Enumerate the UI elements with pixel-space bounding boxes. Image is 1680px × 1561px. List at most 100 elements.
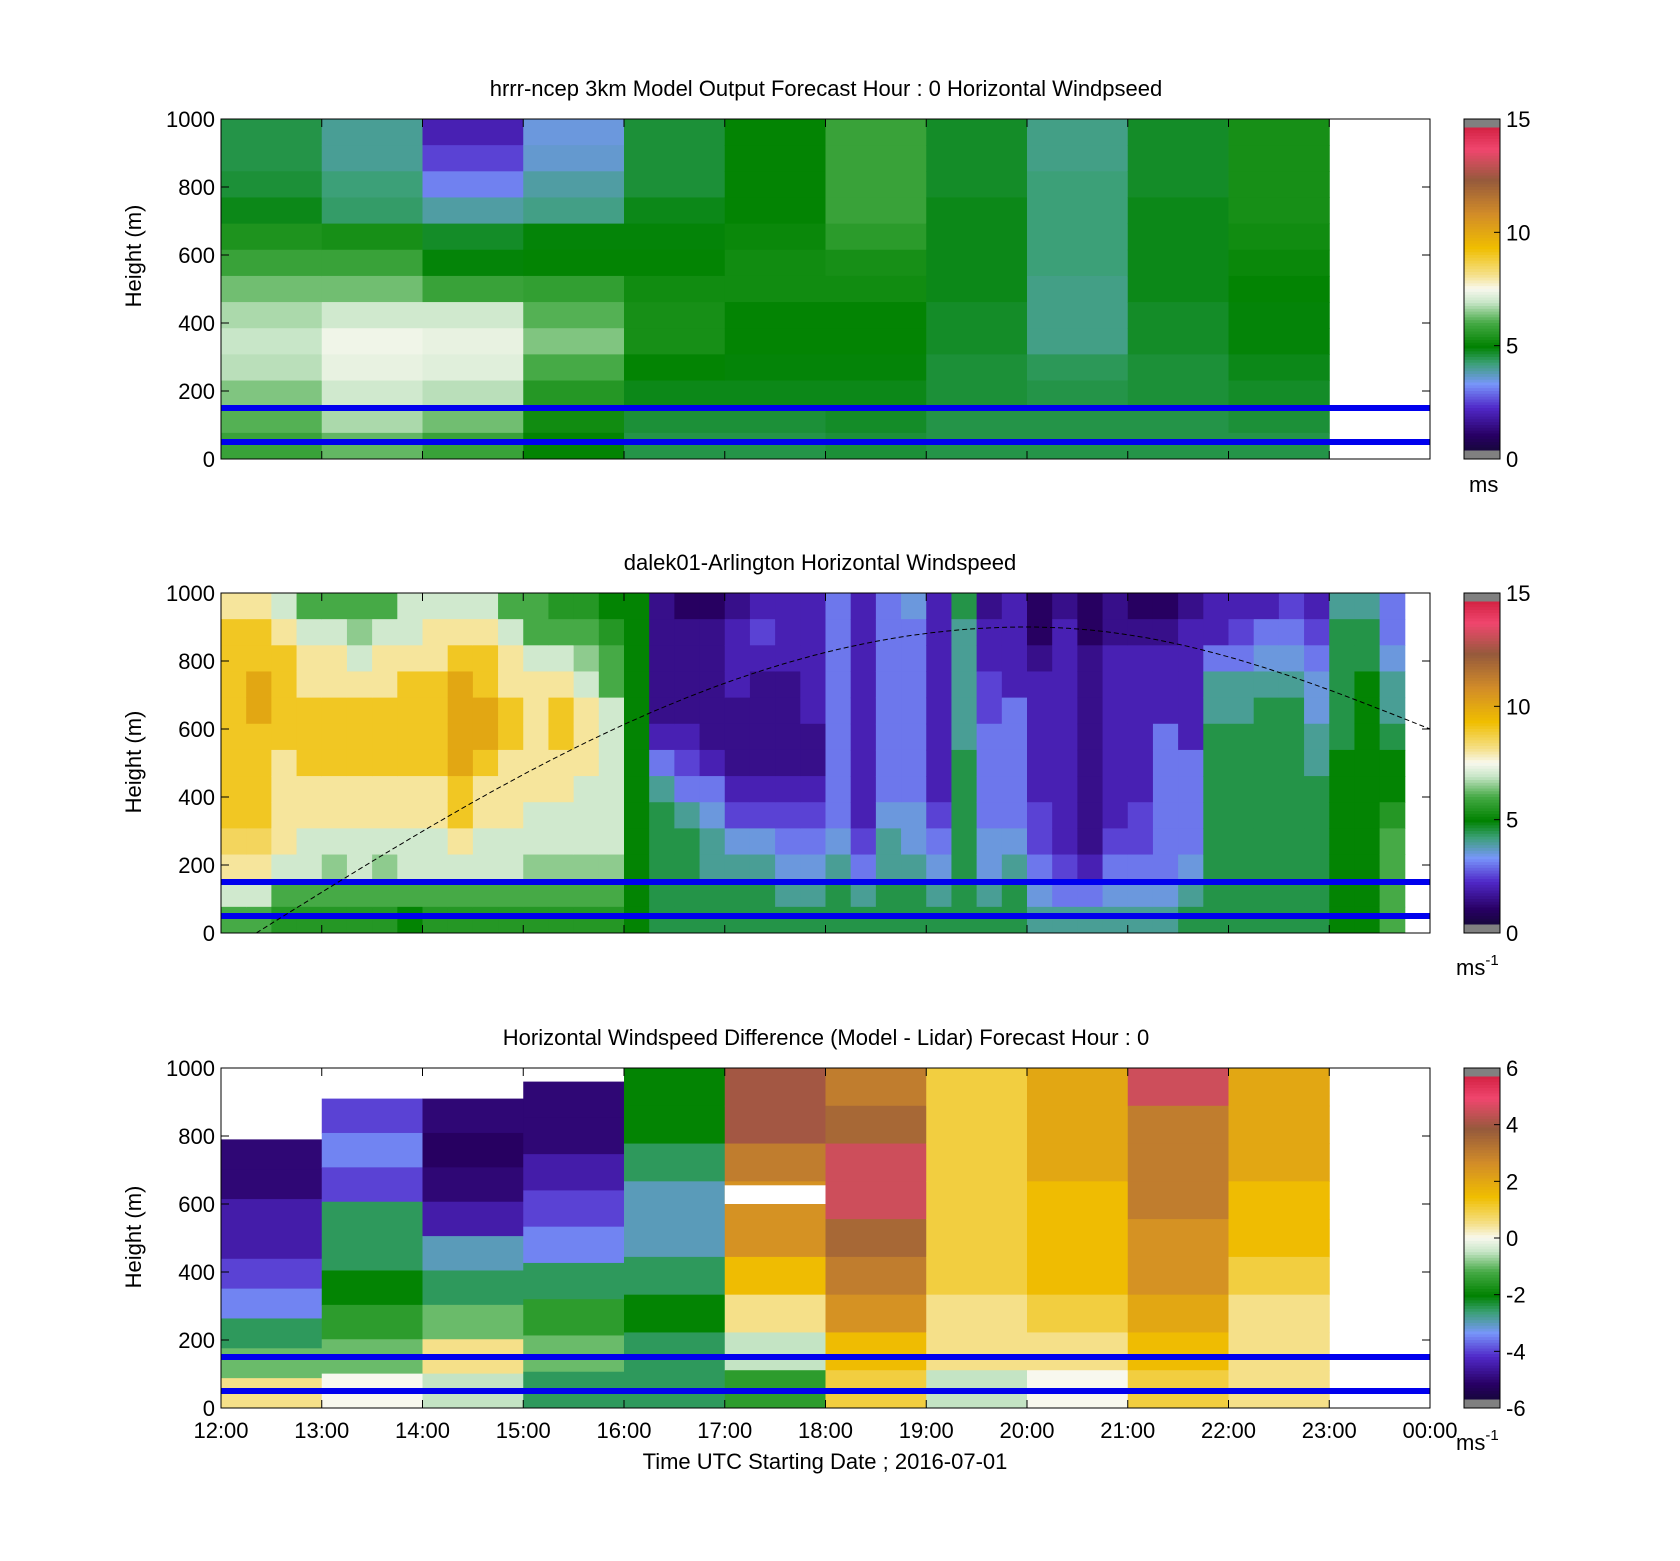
heatmap-cell bbox=[1228, 723, 1255, 751]
heatmap-cell bbox=[699, 723, 726, 751]
heatmap-cell bbox=[1152, 906, 1179, 934]
heatmap-cell bbox=[523, 1190, 625, 1228]
y-tick-label: 1000 bbox=[166, 581, 215, 606]
heatmap-cell bbox=[1228, 1068, 1330, 1107]
heatmap-cell bbox=[724, 275, 826, 303]
heatmap-cell bbox=[1379, 671, 1406, 699]
heatmap-cell bbox=[926, 1143, 1028, 1182]
heatmap-cell bbox=[1102, 593, 1129, 620]
heatmap-cell bbox=[1354, 854, 1381, 882]
heatmap-cell bbox=[1027, 406, 1129, 434]
heatmap-cell bbox=[422, 880, 449, 908]
heatmap-cell bbox=[246, 593, 272, 620]
colorbar-segment bbox=[1464, 286, 1500, 290]
panel-difference: Horizontal Windspeed Difference (Model -… bbox=[121, 1025, 1526, 1474]
heatmap-cell bbox=[1329, 619, 1355, 646]
colorbar-segment bbox=[1464, 1232, 1500, 1236]
heatmap-cell bbox=[825, 328, 927, 355]
colorbar-segment bbox=[1464, 405, 1500, 409]
heatmap-cell bbox=[850, 880, 877, 908]
colorbar-segment bbox=[1464, 1283, 1500, 1287]
heatmap-cell bbox=[1077, 776, 1104, 803]
heatmap-cell bbox=[372, 697, 398, 725]
heatmap-cell bbox=[523, 1299, 625, 1336]
heatmap-cell bbox=[724, 1219, 826, 1258]
heatmap-cell bbox=[1127, 1219, 1229, 1258]
colorbar-segment bbox=[1464, 1263, 1500, 1267]
heatmap-cell bbox=[1102, 645, 1129, 672]
heatmap-cell bbox=[1127, 828, 1154, 856]
heatmap-cell bbox=[1178, 619, 1204, 646]
heatmap-cell bbox=[1102, 854, 1129, 882]
heatmap-cell bbox=[1077, 802, 1104, 829]
colorbar-segment bbox=[1464, 1342, 1500, 1347]
heatmap-cell bbox=[246, 723, 272, 751]
heatmap-cell bbox=[271, 880, 298, 908]
heatmap-cell bbox=[951, 776, 978, 803]
colorbar-segment bbox=[1464, 1286, 1500, 1290]
colorbar-segment bbox=[1464, 1255, 1500, 1259]
colorbar-segment bbox=[1464, 393, 1500, 398]
heatmap-cell bbox=[699, 671, 726, 699]
heatmap-cell bbox=[800, 854, 826, 882]
heatmap-cell bbox=[296, 619, 323, 646]
heatmap-cell bbox=[397, 906, 423, 934]
colorbar-segment bbox=[1464, 255, 1500, 259]
heatmap-cell bbox=[422, 328, 524, 355]
heatmap-cell bbox=[1027, 593, 1053, 620]
colorbar-segment bbox=[1464, 610, 1500, 614]
heatmap-cell bbox=[1127, 749, 1154, 777]
heatmap-cell bbox=[573, 671, 600, 699]
heatmap-cell bbox=[1127, 171, 1229, 198]
heatmap-cell bbox=[624, 671, 650, 699]
heatmap-cell bbox=[624, 197, 726, 225]
colorbar-segment bbox=[1464, 1221, 1500, 1225]
heatmap-cell bbox=[397, 619, 423, 646]
colorbar-segment bbox=[1464, 842, 1500, 846]
colorbar-segment bbox=[1464, 1388, 1500, 1392]
heatmap-cell bbox=[1354, 619, 1381, 646]
heatmap-cell bbox=[800, 776, 826, 803]
heatmap-cell bbox=[825, 619, 852, 646]
heatmap-cell bbox=[1329, 697, 1355, 725]
heatmap-cell bbox=[926, 619, 952, 646]
heatmap-cell bbox=[699, 749, 726, 777]
colorbar-segment bbox=[1464, 1348, 1500, 1352]
heatmap-cell bbox=[649, 880, 675, 908]
heatmap-cell bbox=[775, 776, 801, 803]
heatmap-cell bbox=[1027, 171, 1129, 198]
colorbar-segment bbox=[1464, 184, 1500, 188]
heatmap-cell bbox=[1027, 1105, 1129, 1145]
colorbar-segment bbox=[1464, 1252, 1500, 1256]
heatmap-cell bbox=[372, 645, 398, 672]
heatmap-cell bbox=[724, 1332, 826, 1371]
colorbar-segment bbox=[1464, 1198, 1500, 1202]
colorbar-segment bbox=[1464, 757, 1500, 761]
panel-model-hlines bbox=[221, 405, 1430, 445]
colorbar-segment bbox=[1464, 232, 1500, 236]
colorbar-segment bbox=[1464, 1096, 1500, 1100]
heatmap-cell bbox=[901, 828, 927, 856]
heatmap-cell bbox=[749, 619, 776, 646]
heatmap-cell bbox=[246, 802, 272, 829]
heatmap-cell bbox=[372, 593, 398, 620]
heatmap-cell bbox=[724, 328, 826, 355]
heatmap-cell bbox=[1027, 749, 1053, 777]
colorbar-segment bbox=[1464, 362, 1500, 366]
colorbar-segment bbox=[1464, 195, 1500, 199]
heatmap-cell bbox=[649, 723, 675, 751]
colorbar-segment bbox=[1464, 899, 1500, 903]
heatmap-cell bbox=[926, 354, 1028, 382]
heatmap-cell bbox=[624, 749, 650, 777]
heatmap-cell bbox=[1027, 354, 1129, 382]
heatmap-cell bbox=[724, 802, 751, 829]
colorbar-segment bbox=[1464, 916, 1500, 920]
heatmap-cell bbox=[296, 593, 323, 620]
colorbar-segment bbox=[1464, 396, 1500, 400]
colorbar-segment bbox=[1464, 910, 1500, 914]
colorbar-segment bbox=[1464, 635, 1500, 639]
heatmap-cell bbox=[1178, 854, 1204, 882]
heatmap-cell bbox=[749, 723, 776, 751]
heatmap-cell bbox=[699, 802, 726, 829]
heatmap-cell bbox=[926, 906, 952, 934]
